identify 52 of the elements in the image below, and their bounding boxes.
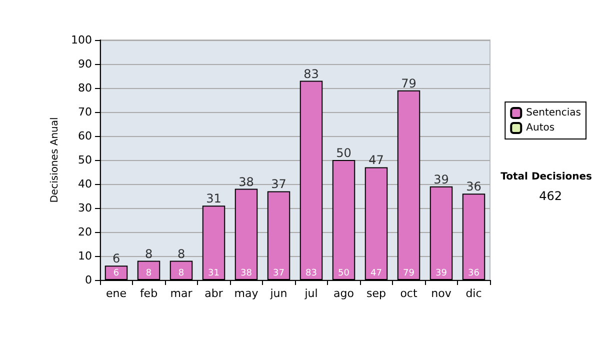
- y-tick-label: 50: [78, 154, 92, 166]
- data-label: 83: [306, 268, 317, 278]
- y-tick-label: 20: [78, 226, 92, 238]
- total-label: 31: [206, 192, 222, 206]
- total-label: 8: [144, 246, 153, 261]
- y-tick-label: 10: [78, 250, 92, 262]
- data-label: 50: [338, 268, 350, 278]
- legend-label: Sentencias: [526, 108, 582, 118]
- data-label: 38: [240, 268, 252, 278]
- y-tick-label: 70: [78, 106, 92, 118]
- data-label: 39: [436, 268, 448, 278]
- y-tick-label: 60: [78, 130, 92, 142]
- x-tick-label: feb: [140, 287, 158, 300]
- data-label: 8: [178, 268, 184, 278]
- data-label: 37: [273, 268, 284, 278]
- y-tick-label: 100: [71, 34, 92, 46]
- y-tick-label: 80: [78, 82, 92, 94]
- data-label: 47: [370, 268, 382, 278]
- y-tick-label: 90: [78, 58, 92, 70]
- x-tick-label: ago: [334, 287, 354, 300]
- x-tick-label: jul: [304, 287, 318, 300]
- x-tick-label: nov: [431, 287, 452, 300]
- total-label: 50: [336, 146, 352, 160]
- total-label: 39: [434, 172, 449, 186]
- x-tick-label: abr: [204, 287, 224, 300]
- y-tick-label: 30: [78, 202, 92, 214]
- x-tick-label: may: [234, 287, 259, 300]
- total-label: 38: [238, 174, 254, 189]
- total-label: 37: [271, 177, 286, 192]
- text: 462: [539, 189, 562, 203]
- total-label: 8: [177, 246, 186, 261]
- x-tick-label: mar: [170, 287, 193, 300]
- x-tick-label: oct: [400, 287, 418, 300]
- total-label: 83: [304, 66, 319, 81]
- x-tick-label: jun: [269, 287, 288, 300]
- total-label: 6: [112, 252, 120, 266]
- data-label: 31: [208, 268, 220, 278]
- total-label: 36: [466, 180, 482, 194]
- data-label: 8: [146, 268, 152, 278]
- data-label: 36: [468, 268, 480, 278]
- y-tick-label: 40: [78, 178, 92, 190]
- total-label: 47: [368, 153, 384, 168]
- text: Total Decisiones: [500, 172, 592, 182]
- x-tick-label: dic: [466, 287, 482, 300]
- y-tick-label: 0: [85, 274, 92, 286]
- total-label: 79: [401, 76, 416, 90]
- legend-label: Autos: [526, 122, 555, 134]
- y-axis-title: Decisiones Anual: [50, 117, 61, 203]
- x-tick-label: sep: [366, 287, 386, 300]
- data-label: 6: [113, 268, 120, 278]
- data-label: 79: [403, 268, 415, 278]
- x-tick-label: ene: [106, 287, 127, 300]
